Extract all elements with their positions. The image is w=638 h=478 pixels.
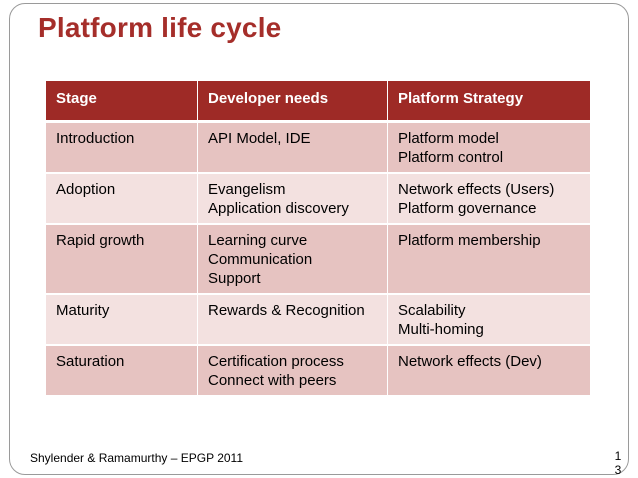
cell-line: Evangelism bbox=[208, 180, 286, 198]
cell-line: Scalability bbox=[398, 301, 466, 319]
slide-title: Platform life cycle bbox=[38, 12, 282, 43]
cell-needs: Rewards & Recognition bbox=[197, 293, 388, 346]
cell-needs: Evangelism Application discovery bbox=[197, 172, 388, 225]
table-row: Introduction API Model, IDE Platform mod… bbox=[45, 121, 591, 174]
cell-line: Communication bbox=[208, 250, 313, 268]
cell-line: Support bbox=[208, 269, 261, 287]
cell-needs: Learning curve Communication Support bbox=[197, 223, 388, 295]
cell-line: Network effects (Users) bbox=[398, 180, 555, 198]
cell-line: Multi-homing bbox=[398, 320, 484, 338]
cell-line: Application discovery bbox=[208, 199, 349, 217]
cell-line: Network effects (Dev) bbox=[398, 352, 542, 370]
table-row: Adoption Evangelism Application discover… bbox=[45, 172, 591, 225]
table-row: Maturity Rewards & Recognition Scalabili… bbox=[45, 293, 591, 346]
cell-line: Platform model bbox=[398, 129, 499, 147]
slide-frame bbox=[9, 3, 629, 475]
cell-line: Certification process bbox=[208, 352, 344, 370]
cell-line: Platform governance bbox=[398, 199, 537, 217]
cell-strategy: Scalability Multi-homing bbox=[387, 293, 591, 346]
cell-stage: Saturation bbox=[45, 344, 198, 397]
table-header-row: Stage Developer needs Platform Strategy bbox=[45, 81, 591, 123]
cell-strategy: Platform membership bbox=[387, 223, 591, 295]
cell-strategy: Platform model Platform control bbox=[387, 121, 591, 174]
table-row: Rapid growth Learning curve Communicatio… bbox=[45, 223, 591, 295]
cell-line: Platform control bbox=[398, 148, 504, 166]
cell-stage: Maturity bbox=[45, 293, 198, 346]
cell-stage: Adoption bbox=[45, 172, 198, 225]
cell-strategy: Network effects (Users) Platform governa… bbox=[387, 172, 591, 225]
cell-line: Platform membership bbox=[398, 231, 541, 249]
table-row: Saturation Certification process Connect… bbox=[45, 344, 591, 397]
cell-needs: Certification process Connect with peers bbox=[197, 344, 388, 397]
cell-stage: Rapid growth bbox=[45, 223, 198, 295]
cell-line: Learning curve bbox=[208, 231, 308, 249]
lifecycle-table: Stage Developer needs Platform Strategy … bbox=[45, 81, 591, 397]
header-developer-needs: Developer needs bbox=[197, 81, 388, 123]
cell-line: Rewards & Recognition bbox=[208, 301, 365, 319]
footer-credit: Shylender & Ramamurthy – EPGP 2011 bbox=[30, 451, 243, 465]
header-stage: Stage bbox=[45, 81, 198, 123]
cell-strategy: Network effects (Dev) bbox=[387, 344, 591, 397]
cell-line: API Model, IDE bbox=[208, 129, 311, 147]
page-number: 13 bbox=[614, 449, 622, 477]
cell-stage: Introduction bbox=[45, 121, 198, 174]
header-platform-strategy: Platform Strategy bbox=[387, 81, 591, 123]
cell-line: Connect with peers bbox=[208, 371, 337, 389]
cell-needs: API Model, IDE bbox=[197, 121, 388, 174]
